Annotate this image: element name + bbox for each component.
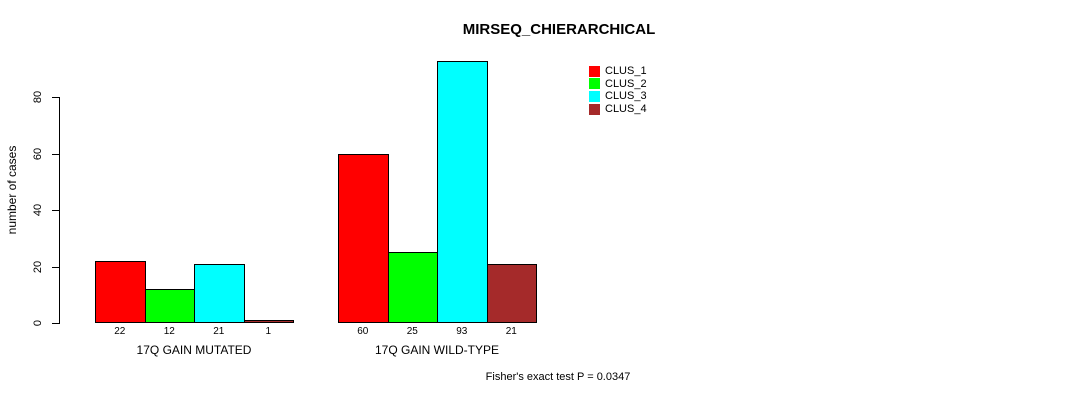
legend-swatch	[589, 78, 600, 90]
legend-swatch	[589, 103, 600, 115]
category-label: 17Q GAIN MUTATED	[136, 343, 252, 357]
y-axis-label: number of cases	[5, 145, 19, 235]
bar-CLUS_2	[387, 252, 438, 323]
legend-item: CLUS_4	[589, 103, 647, 116]
bar-value-label: 60	[357, 326, 369, 337]
bar-CLUS_2	[144, 289, 195, 323]
chart-title: MIRSEQ_CHIERARCHICAL	[462, 21, 656, 38]
bar-CLUS_1	[95, 261, 146, 323]
bar-CLUS_3	[194, 264, 245, 323]
y-axis-tick	[52, 97, 59, 99]
stat-annotation: Fisher's exact test P = 0.0347	[485, 371, 631, 383]
legend-label: CLUS_3	[605, 90, 647, 103]
y-axis-tick-label: 20	[32, 260, 44, 273]
legend-item: CLUS_1	[589, 65, 647, 78]
y-axis-line	[59, 97, 60, 324]
y-axis-tick-label: 60	[32, 147, 44, 160]
legend-label: CLUS_2	[605, 77, 647, 90]
bar-CLUS_4	[243, 320, 294, 323]
legend-swatch	[589, 65, 600, 77]
category-label: 17Q GAIN WILD-TYPE	[374, 343, 500, 357]
bar-CLUS_1	[338, 154, 389, 323]
y-axis-tick	[52, 323, 59, 324]
bar-value-label: 93	[456, 326, 468, 337]
bar-value-label: 12	[163, 326, 175, 337]
legend: CLUS_1 CLUS_2 CLUS_3 CLUS_4	[589, 65, 647, 115]
y-axis-tick-label: 0	[32, 319, 44, 327]
y-axis-tick-label: 40	[32, 204, 44, 217]
y-axis-tick-label: 80	[32, 91, 44, 104]
bar-value-label: 22	[114, 326, 126, 337]
y-axis-tick	[52, 210, 59, 212]
bar-value-label: 1	[265, 326, 272, 337]
legend-label: CLUS_1	[605, 65, 647, 78]
bar-value-label: 21	[505, 326, 517, 337]
y-axis-tick	[52, 266, 59, 268]
legend-swatch	[589, 90, 600, 102]
y-axis-tick	[52, 153, 59, 155]
bar-value-label: 25	[406, 326, 418, 337]
bar-value-label: 21	[213, 326, 225, 337]
legend-item: CLUS_2	[589, 78, 647, 91]
bar-CLUS_3	[437, 61, 488, 323]
bar-CLUS_4	[486, 264, 537, 323]
legend-label: CLUS_4	[605, 103, 647, 116]
legend-item: CLUS_3	[589, 90, 647, 103]
